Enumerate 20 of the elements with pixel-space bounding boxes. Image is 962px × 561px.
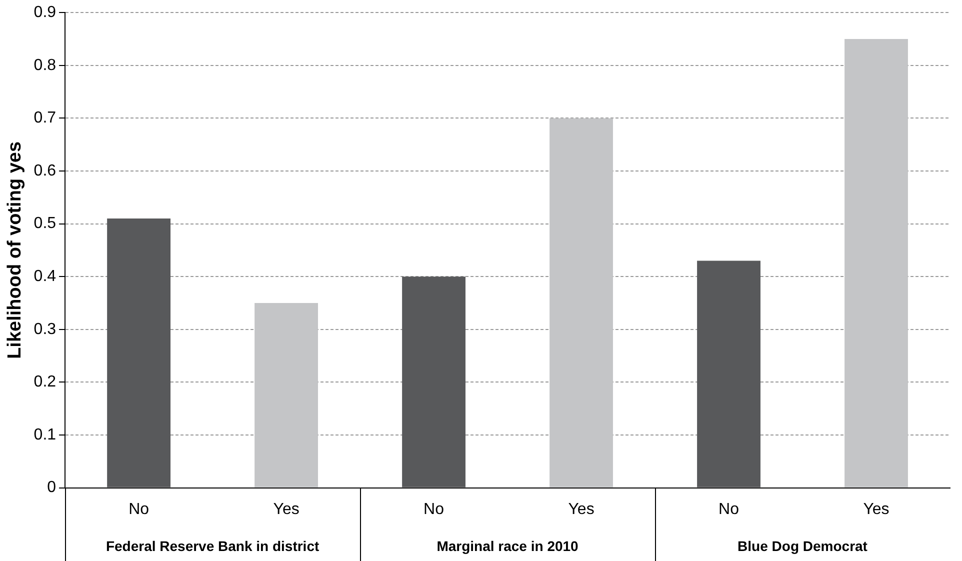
x-tick-label: Yes	[568, 500, 594, 518]
text: Federal Reserve Bank in district	[106, 538, 320, 554]
y-tick-label: 0.8	[34, 56, 56, 74]
y-tick-label: 0.7	[34, 110, 56, 127]
text: Marginal race in 2010	[436, 538, 579, 554]
x-tick-label: No	[718, 500, 740, 518]
y-tick-label: 0.2	[34, 374, 56, 391]
y-tick-label: 0	[47, 479, 56, 496]
y-tick-label: 0.5	[34, 215, 56, 232]
y-axis-title: Likelihood of voting yes	[4, 141, 26, 359]
x-tick-label: Yes	[273, 500, 300, 518]
y-tick-label: 0.6	[34, 162, 56, 180]
y-tick-label: 0.3	[34, 320, 56, 338]
y-tick-label: 0.4	[34, 268, 56, 286]
x-tick-label: No	[128, 500, 150, 518]
y-tick-label: 0.9	[34, 4, 56, 22]
y-tick-label: 0.1	[34, 426, 56, 444]
text: Blue Dog Democrat	[738, 538, 868, 554]
x-tick-label: Yes	[863, 500, 890, 518]
x-tick-label: No	[424, 500, 444, 518]
